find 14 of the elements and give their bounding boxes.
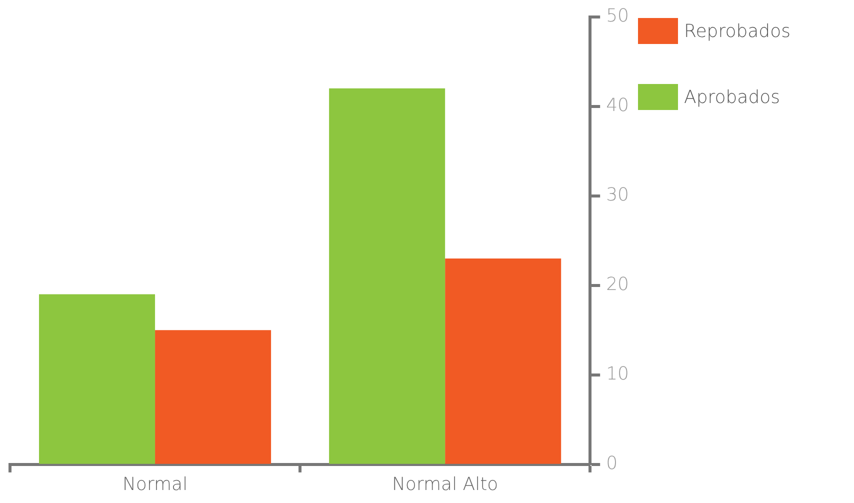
y-tick-label: 20: [606, 274, 629, 296]
x-tick-label: Normal: [122, 474, 188, 495]
y-tick-label: 40: [606, 94, 629, 116]
y-tick-label: 30: [606, 184, 629, 206]
x-tick-label: Normal Alto: [392, 474, 498, 495]
y-tick-label: 50: [606, 5, 629, 26]
bar: [329, 88, 446, 464]
y-tick-label: 0: [606, 453, 618, 474]
bar: [155, 330, 272, 464]
bar: [39, 294, 156, 464]
legend-label: Aprobados: [684, 86, 780, 108]
bar: [445, 258, 562, 464]
legend-label: Reprobados: [684, 20, 790, 42]
y-tick-label: 10: [606, 364, 629, 385]
